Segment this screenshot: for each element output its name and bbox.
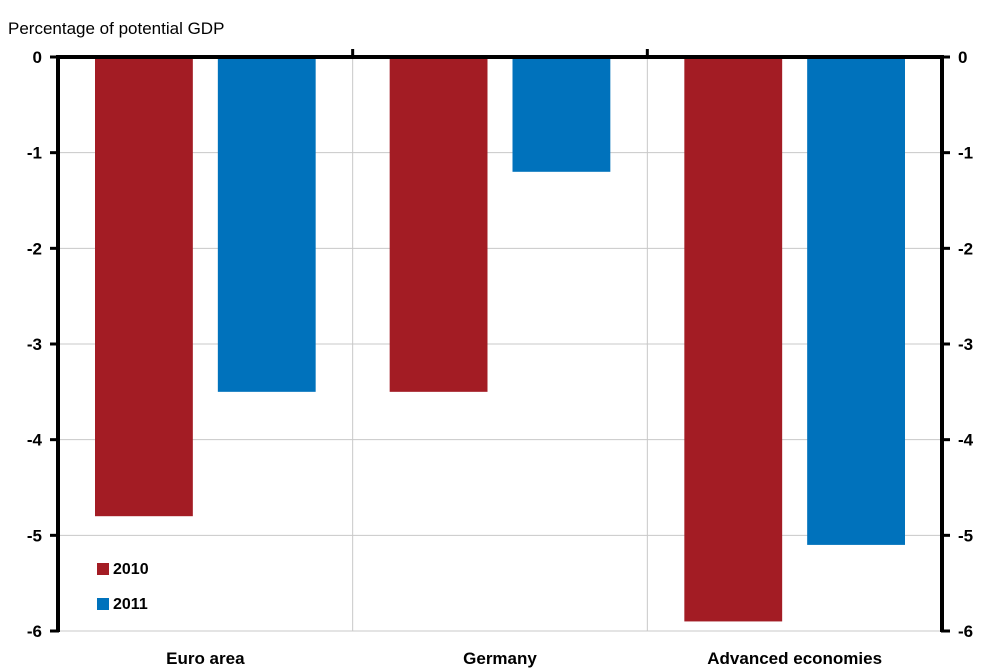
bar-2010-0: [95, 57, 193, 517]
ytick-label-right-2: -2: [958, 239, 973, 258]
bar-2010-2: [684, 57, 783, 622]
category-labels: Euro area Germany Advanced economies: [166, 649, 882, 668]
ytick-label-left-5: -5: [27, 526, 42, 545]
legend: 2010 2011: [97, 561, 149, 613]
ytick-label-right-4: -4: [958, 431, 974, 450]
legend-label-2011: 2011: [113, 596, 148, 613]
y-axis-title: Percentage of potential GDP: [8, 19, 224, 38]
legend-label-2010: 2010: [113, 561, 149, 578]
ytick-label-right-0: 0: [958, 48, 967, 67]
ytick-label-left-2: -2: [27, 239, 42, 258]
category-label-1: Germany: [463, 649, 537, 668]
legend-swatch-2010: [97, 563, 109, 575]
ytick-label-right-3: -3: [958, 335, 973, 354]
bar-2011-2: [807, 57, 905, 545]
ytick-label-right-6: -6: [958, 622, 973, 641]
ytick-label-left-0: 0: [33, 48, 42, 67]
gridlines: [58, 57, 942, 632]
ytick-label-left-1: -1: [27, 144, 42, 163]
legend-swatch-2011: [97, 598, 109, 610]
ytick-label-right-1: -1: [958, 144, 973, 163]
ytick-label-left-6: -6: [27, 622, 42, 641]
axes: [50, 49, 950, 633]
category-label-2: Advanced economies: [707, 649, 882, 668]
bar-2011-1: [512, 57, 611, 172]
ytick-label-right-5: -5: [958, 526, 973, 545]
category-label-0: Euro area: [166, 649, 245, 668]
tick-labels: 0 0 -1 -1 -2 -2 -3 -3 -4 -4 -5 -5 -6 -6: [27, 48, 974, 641]
ytick-label-left-3: -3: [27, 335, 42, 354]
ytick-label-left-4: -4: [27, 431, 43, 450]
bars: [95, 57, 905, 622]
bar-2011-0: [217, 57, 316, 392]
bar-2010-1: [389, 57, 488, 392]
